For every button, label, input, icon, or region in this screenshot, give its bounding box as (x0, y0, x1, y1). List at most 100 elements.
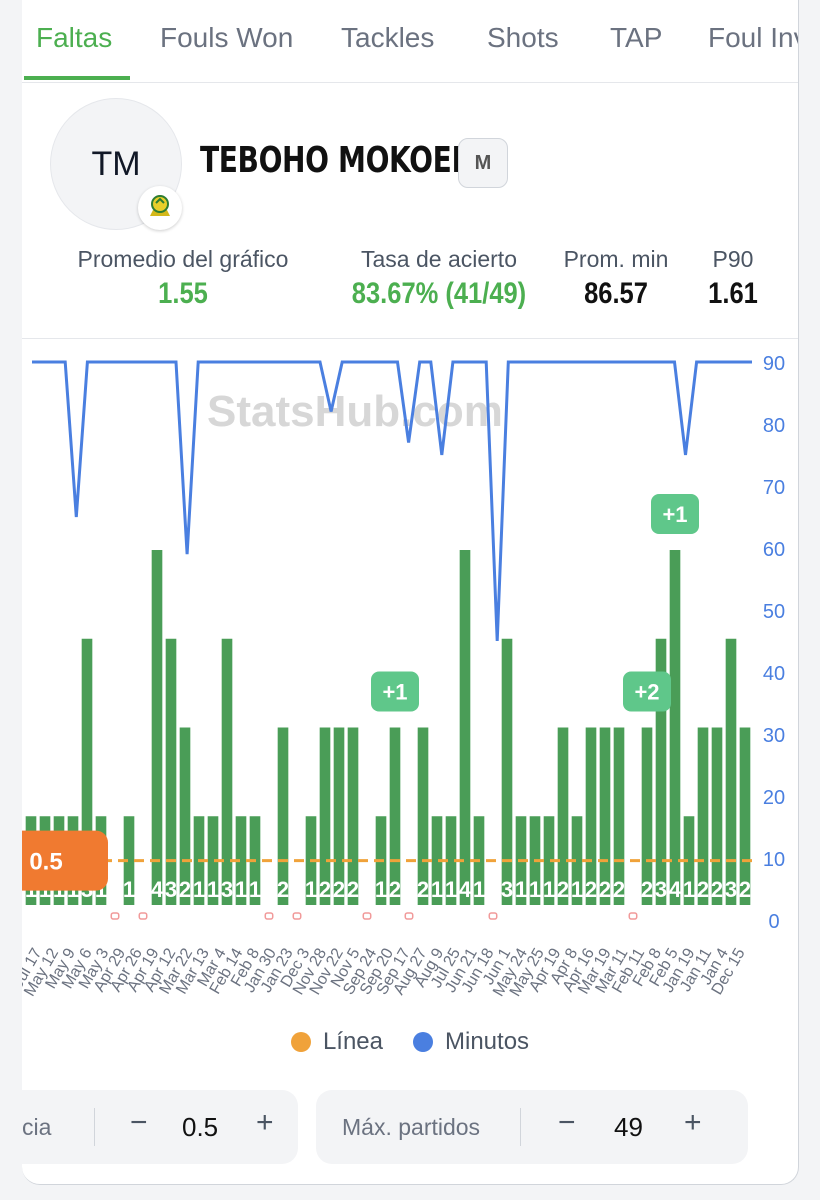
legend-line-label: Línea (322, 1028, 383, 1055)
position-badge: M (458, 138, 508, 188)
line-badge (22, 830, 108, 891)
right-axis-tick: 40 (763, 663, 785, 685)
bar-label: 0 (627, 877, 639, 902)
bar (319, 727, 331, 905)
stat-hit-rate-value: 83.67% (41/49) (351, 277, 527, 310)
bar (571, 816, 583, 905)
tab-tap[interactable]: TAP (610, 22, 663, 53)
tab-foul-inv[interactable]: Foul Inv (708, 22, 799, 53)
bar-label: 4 (669, 877, 682, 902)
stat-avg-minutes-label: Prom. min (563, 246, 669, 272)
player-header: TM TEBOHO MOKOENA M (22, 82, 798, 242)
stat-average-label: Promedio del gráfico (77, 246, 289, 272)
bar-label: 0 (403, 877, 415, 902)
bar-label: 1 (193, 877, 205, 902)
bar-label: 2 (389, 877, 401, 902)
bar (585, 727, 597, 905)
right-axis-tick: 60 (763, 539, 785, 561)
bar (165, 638, 177, 905)
player-name: TEBOHO MOKOENA (200, 140, 496, 181)
bar-label: 4 (151, 877, 164, 902)
bar-label: 2 (417, 877, 429, 902)
bar-label: 0 (361, 877, 373, 902)
bar-label: 2 (179, 877, 191, 902)
right-axis-tick: 30 (763, 725, 785, 747)
zero-bar (362, 912, 372, 920)
tab-tackles[interactable]: Tackles (341, 22, 435, 53)
legend-line[interactable]: Línea (290, 1028, 383, 1056)
bar (277, 727, 289, 905)
right-axis-tick: 90 (763, 353, 785, 375)
bar-label: 2 (319, 877, 331, 902)
bar (389, 727, 401, 905)
bar-label: 2 (557, 877, 569, 902)
bonus-badge (623, 671, 671, 712)
stat-average-value: 1.55 (158, 277, 208, 310)
line-decrement-button[interactable]: − (130, 1106, 148, 1139)
stat-average: Promedio del gráfico 1.55 (62, 246, 304, 311)
bar-label: 1 (305, 877, 317, 902)
max-matches-label: Máx. partidos (342, 1114, 481, 1140)
stats-card: Faltas Fouls Won Tackles Shots TAP Foul … (22, 0, 799, 1185)
bar (501, 638, 513, 905)
bar (683, 816, 695, 905)
bar (81, 638, 93, 905)
avatar[interactable]: TM (50, 98, 182, 230)
bar-label: 0 (109, 877, 121, 902)
right-axis-tick: 80 (763, 415, 785, 437)
bar (235, 816, 247, 905)
bar-label: 1 (543, 877, 555, 902)
line-stepper-label: cia (22, 1114, 52, 1140)
bar-label: 3 (165, 877, 177, 902)
max-matches-stepper: Máx. partidos − 49 + (316, 1090, 748, 1164)
line-value: 0.5 (182, 1112, 219, 1142)
bar-label: 1 (683, 877, 695, 902)
bar-label: 3 (655, 877, 667, 902)
bar-label: 1 (431, 877, 443, 902)
bar (655, 638, 667, 905)
right-axis-tick: 20 (763, 787, 785, 809)
bar (697, 727, 709, 905)
tab-faltas[interactable]: Faltas (36, 22, 113, 53)
zero-bar (628, 912, 638, 920)
bar-label: 0 (487, 877, 499, 902)
bar (123, 816, 135, 905)
bar-label: 1 (235, 877, 247, 902)
max-matches-increment-button[interactable]: + (684, 1106, 702, 1139)
tab-shots[interactable]: Shots (487, 22, 559, 53)
stat-tabs: Faltas Fouls Won Tackles Shots TAP Foul … (22, 0, 798, 83)
right-axis-tick: 10 (763, 849, 785, 871)
bonus-badge-label: +1 (662, 502, 687, 527)
bar-label: 4 (459, 877, 472, 902)
line-stepper: cia − 0.5 + (22, 1090, 298, 1164)
bar-label: 0 (291, 877, 303, 902)
fouls-chart: StatsHub.com1111310104321131102012220120… (22, 353, 785, 999)
bar-label: 2 (347, 877, 359, 902)
bar-label: 2 (585, 877, 597, 902)
tab-fouls-won[interactable]: Fouls Won (160, 22, 294, 53)
bar (207, 816, 219, 905)
stat-p90-label: P90 (712, 246, 754, 272)
team-crest-icon (138, 186, 182, 230)
bar-label: 3 (501, 877, 513, 902)
bar (711, 727, 723, 905)
bar-label: 3 (725, 877, 737, 902)
legend-minutes[interactable]: Minutos (413, 1028, 529, 1056)
bar (641, 727, 653, 905)
bar (543, 816, 555, 905)
max-matches-decrement-button[interactable]: − (558, 1106, 576, 1139)
bonus-badge-label: +1 (382, 680, 407, 705)
line-increment-button[interactable]: + (256, 1106, 274, 1139)
stat-p90: P90 1.61 (698, 246, 768, 311)
bar (599, 727, 611, 905)
zero-bar (110, 912, 120, 920)
bar-label: 1 (123, 877, 135, 902)
bar (333, 727, 345, 905)
bar (179, 727, 191, 905)
right-axis-tick: 70 (763, 477, 785, 499)
stat-hit-rate-label: Tasa de acierto (361, 246, 517, 272)
bar-label: 2 (613, 877, 625, 902)
bar (557, 727, 569, 905)
bar-label: 2 (333, 877, 345, 902)
line-badge-label: 0.5 (29, 849, 62, 876)
